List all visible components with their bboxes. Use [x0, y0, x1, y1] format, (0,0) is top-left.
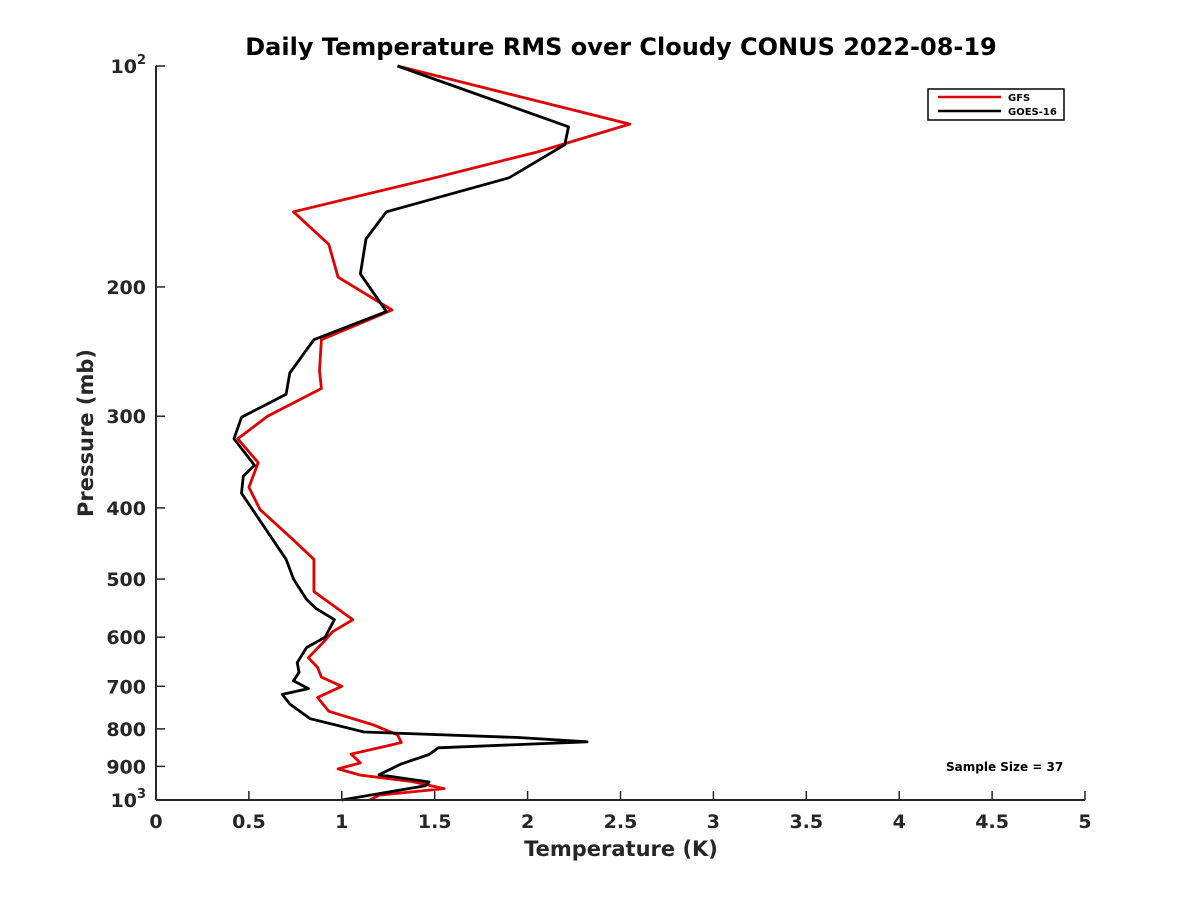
x-tick-label: 1: [335, 811, 348, 833]
y-axis-label: Pressure (mb): [74, 349, 98, 517]
x-tick-label: 1.5: [418, 811, 452, 833]
legend-box: [927, 88, 1065, 121]
series-layer: [232, 64, 632, 802]
legend-label-goes-16: GOES-16: [1008, 107, 1057, 118]
y-tick-label: 600: [106, 627, 146, 649]
legend-label-gfs: GFS: [1008, 93, 1030, 104]
y-tick-label: 900: [106, 756, 146, 778]
x-tick-label: 0: [149, 811, 162, 833]
x-axis-label: Temperature (K): [524, 837, 718, 861]
x-tick-label: 0.5: [232, 811, 266, 833]
y-tick-label: 200: [106, 277, 146, 299]
x-tick-label: 2.5: [604, 811, 638, 833]
y-tick-label: 500: [106, 569, 146, 591]
series-line-gfs: [236, 64, 632, 802]
y-tick-label: 700: [106, 676, 146, 698]
sample-size-annotation: Sample Size = 37: [946, 760, 1063, 774]
y-tick-label: 400: [106, 498, 146, 520]
y-axis-ticks: 102 200 300 400 500 600 700 800 900 103: [106, 53, 165, 812]
x-tick-label: 5: [1078, 811, 1091, 833]
y-tick-label: 103: [111, 787, 147, 812]
x-tick-label: 4.5: [975, 811, 1009, 833]
x-tick-label: 4: [893, 811, 906, 833]
y-tick-label: 102: [111, 53, 147, 78]
chart-title: Daily Temperature RMS over Cloudy CONUS …: [245, 33, 997, 61]
x-tick-label: 3.5: [789, 811, 823, 833]
y-tick-label: 800: [106, 719, 146, 741]
legend: GFS GOES-16: [927, 88, 1065, 121]
x-tick-label: 2: [521, 811, 534, 833]
x-tick-label: 3: [707, 811, 720, 833]
x-axis-ticks: 0 0.5 1 1.5 2 2.5 3 3.5 4 4.5 5: [149, 791, 1092, 833]
y-tick-label: 300: [106, 406, 146, 428]
series-line-goes-16: [232, 64, 589, 802]
